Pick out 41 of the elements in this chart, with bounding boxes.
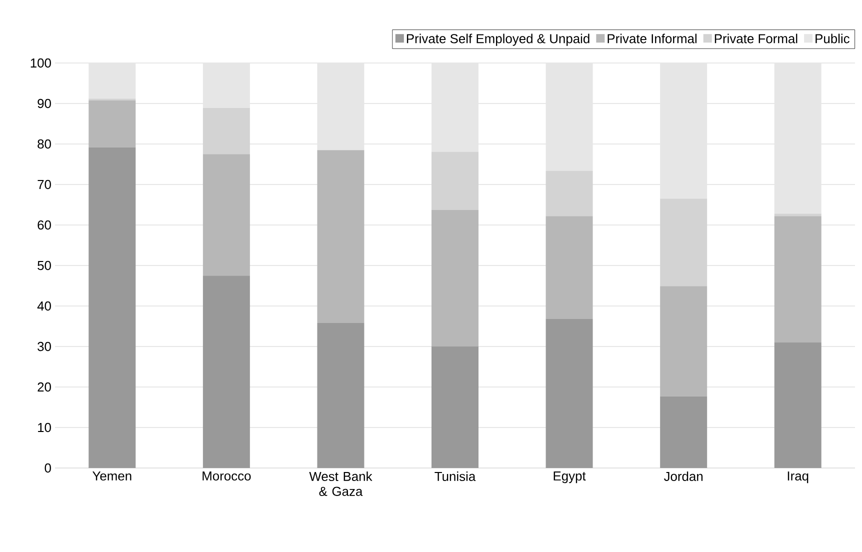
y-tick-label: 0 [44,463,51,473]
x-tick-label: Tunisia [434,472,476,482]
y-tick-label: 50 [38,260,51,270]
x-tick-label: West Bank & Gaza [309,472,372,496]
bar [202,154,250,276]
y-tick-label: 100 [30,58,51,68]
bar [546,170,593,216]
legend-label: Public [816,34,850,44]
x-tick-label: Morocco [202,472,251,481]
bar [88,100,136,148]
bar [774,342,822,468]
bar [660,198,708,286]
y-tick-label: 10 [38,422,51,432]
y-tick-label: 20 [38,382,51,392]
bar [202,108,250,154]
legend-label: Private Informal [608,34,696,44]
bar [88,147,136,468]
y-tick-label: 30 [38,342,51,352]
bar [774,214,822,216]
y-tick-label: 70 [38,180,51,190]
y-tick-label: 80 [38,139,51,149]
bar [432,152,479,210]
bar [546,318,593,468]
bar [317,323,364,468]
legend-label: Private Formal [714,34,798,44]
x-tick-label: Yemen [92,472,132,481]
y-tick-label: 60 [38,220,51,230]
bar [546,216,593,319]
legend-label: Private Self Employed & Unpaid [406,34,590,46]
x-tick-label: Egypt [554,472,586,484]
y-tick-label: 40 [37,301,51,311]
bar [432,346,479,468]
bar [202,276,250,468]
bar [774,216,822,342]
x-tick-label: Jordan [664,472,703,482]
bar [432,210,479,346]
y-tick-label: 90 [38,98,51,108]
x-tick-label: Iraq [788,472,808,484]
bar [660,286,708,396]
bar [317,150,364,324]
bar [660,396,708,468]
